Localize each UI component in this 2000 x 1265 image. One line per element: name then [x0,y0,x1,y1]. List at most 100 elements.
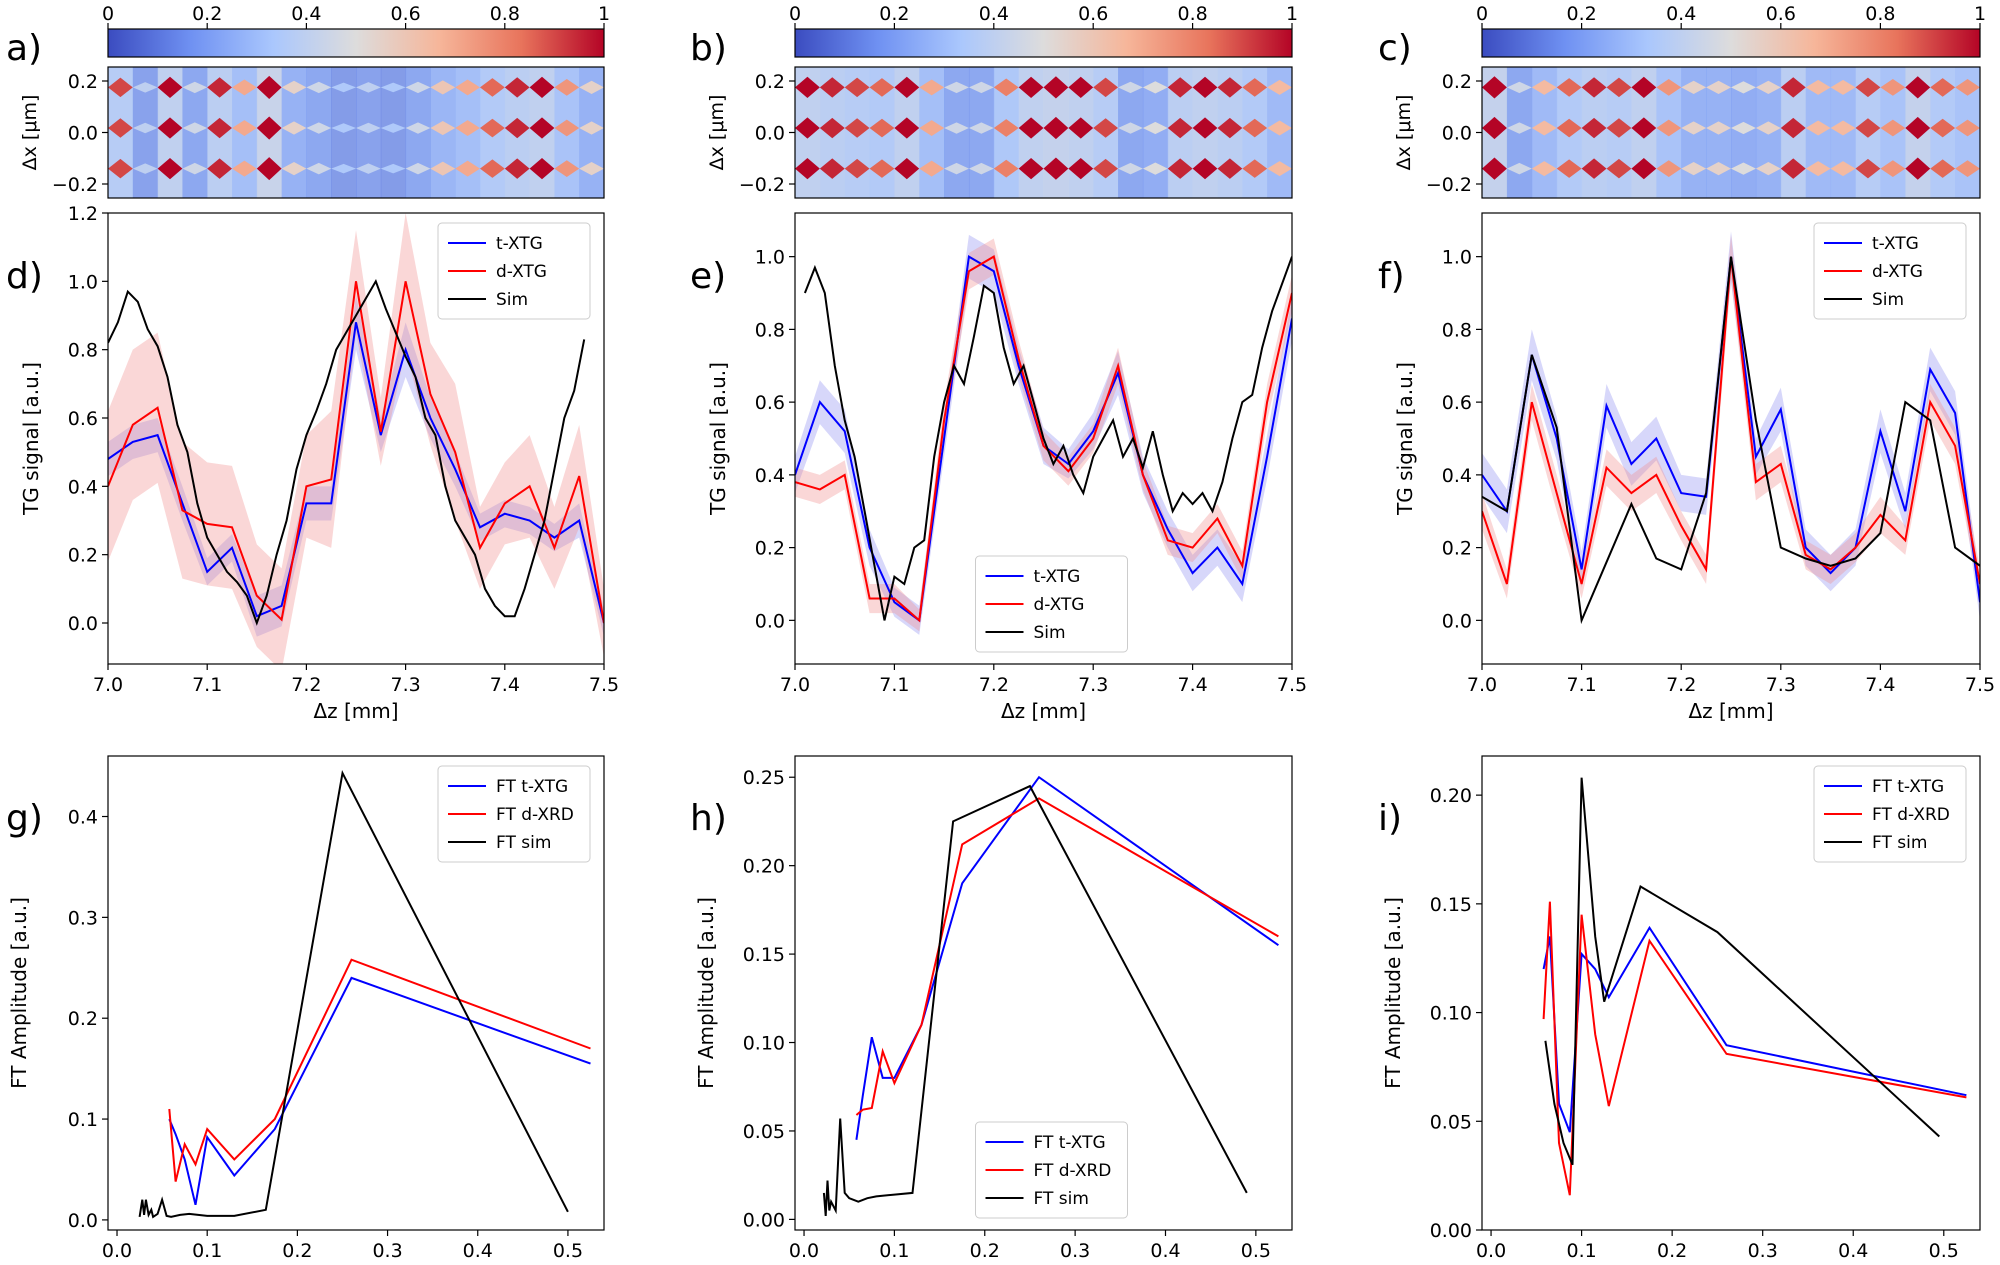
heatmap-stripe [405,81,431,94]
heatmap-stripe [1068,117,1094,139]
panel-letter: a) [6,28,42,69]
heatmap-stripe [529,157,555,180]
y-tick-label: 0.2 [68,1008,98,1030]
heatmap-stripe [1531,120,1557,136]
y-tick-label: 0.05 [743,1121,785,1143]
heatmap-stripe [1093,118,1119,138]
heatmap-stripe [869,159,895,178]
heatmap-stripe [554,119,580,137]
x-tick-label: 7.0 [780,674,810,696]
heatmap-stripe [1631,76,1657,99]
x-tick-label: 0.3 [1060,1240,1090,1262]
x-axis-label: Δz [mm] [313,699,398,723]
y-tick-label: 0.6 [755,392,785,414]
heatmap-stripe [554,160,580,178]
heatmap-stripe [894,117,920,139]
heatmap-stripe [1506,81,1532,94]
heatmap-stripe [1880,79,1906,96]
legend-label: t-XTG [1034,567,1081,587]
heatmap-stripe [306,162,332,175]
heatmap-stripe [157,76,183,99]
panel-letter: i) [1378,798,1402,839]
heatmap-stripe [256,116,282,140]
heatmap-stripe [430,161,456,176]
series-line [1482,256,1980,625]
heatmap-stripe [1706,121,1731,135]
heatmap-stripe [331,82,356,93]
x-axis-label: Δz [mm] [1688,699,1773,723]
error-band [1482,231,1980,621]
heatmap-stripe [281,162,307,176]
heatmap-stripe [1167,158,1193,179]
panel-letter: f) [1378,256,1405,297]
y-tick-label: 0.10 [1430,1003,1472,1025]
legend-label: Sim [1034,623,1066,643]
heatmap-stripe [504,77,530,98]
heatmap-stripe [1242,78,1268,97]
heatmap-stripe [1043,157,1069,180]
series-line [108,322,604,624]
legend-label: FT t-XTG [496,777,568,797]
heatmap-stripe [132,163,158,174]
x-tick-label: 7.5 [1277,674,1307,696]
heatmap-stripe [529,117,555,139]
heatmap-stripe [1142,81,1168,94]
axes-frame [1481,212,1981,665]
y-tick-label: 1.0 [755,247,785,269]
heatmap-stripe [504,117,530,139]
heatmap-stripe [1482,76,1507,99]
heatmap-stripe [1706,162,1731,176]
series-line [168,976,591,1206]
plot-area [822,775,1279,1216]
heatmap-stripe [1556,78,1582,97]
legend-label: t-XTG [496,234,543,254]
heatmap-stripe [480,78,505,97]
heatmap-stripe [819,117,845,139]
colorbar-panel: 0 0.2 0.4 0.6 0.8 1 [789,3,1298,58]
heatmap-stripe [1267,120,1292,136]
heatmap-stripe [207,117,232,139]
x-tick-label: 0.4 [1838,1240,1868,1262]
heatmap-stripe [1805,79,1831,95]
panel-letter: d) [6,256,43,297]
x-tick-label: 7.2 [291,674,321,696]
heatmap-stripe [1955,119,1980,137]
heatmap-stripe [1681,121,1707,135]
heatmap-stripe [844,158,870,179]
series-line [1544,777,1940,1166]
heatmap-stripe [1118,162,1143,175]
heatmap-stripe [1167,77,1193,98]
heatmap-stripe [819,158,845,179]
x-tick-label: 7.1 [1566,674,1596,696]
heatmap-stripe [182,81,208,94]
x-tick-label: 0.5 [1929,1240,1959,1262]
colorbar-tick-label: 1 [1974,3,1986,25]
heatmap-stripe [944,162,969,175]
heatmap-stripe [1755,80,1781,95]
y-tick-label: 0.8 [68,340,98,362]
panel-letter: h) [690,798,727,839]
chart-d: 0.0 0.2 0.4 0.6 0.8 1.0 1.2 7.0 7.1 7.2 7.3 7.4 7.5 Δ… [19,203,619,723]
axes-frame [794,212,1293,665]
y-tick-label: 0.2 [68,545,98,567]
heatmap-stripe [1043,76,1069,99]
series-line [108,281,604,624]
colorbar-tick-label: 0.8 [490,3,520,25]
heatmap-stripe [844,118,870,138]
y-tick-label: 0.4 [68,807,98,829]
legend-label: FT d-XRD [1872,805,1950,825]
heatmap-stripe [306,122,332,134]
legend-label: d-XTG [496,262,547,282]
heatmap-stripe [919,79,945,96]
heatmap-stripe [1681,80,1707,95]
x-tick-label: 7.4 [490,674,520,696]
heatmap-stripe [1192,76,1218,99]
y-tick-label: 0.20 [743,856,785,878]
heatmap-stripe [554,79,580,96]
heatmap-stripe [1731,162,1756,175]
series-line [138,769,569,1219]
heatmap-stripe [968,162,994,175]
heatmap-stripe [455,79,480,96]
heatmap-stripe [1955,79,1980,96]
colorbar [794,28,1293,58]
